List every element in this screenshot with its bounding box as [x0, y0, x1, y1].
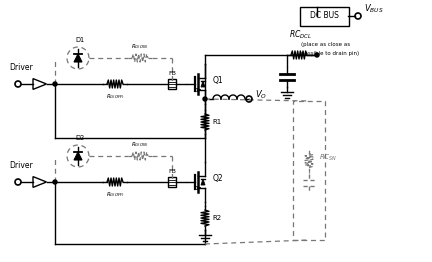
Polygon shape [201, 81, 205, 87]
Polygon shape [74, 152, 82, 160]
Text: (place as close as: (place as close as [301, 42, 350, 47]
Circle shape [53, 82, 57, 86]
Circle shape [53, 180, 57, 184]
Text: Driver: Driver [9, 63, 33, 72]
Text: D1: D1 [76, 37, 85, 43]
Text: Q2: Q2 [213, 173, 224, 183]
Text: $R_{G(OFF)}$: $R_{G(OFF)}$ [105, 93, 124, 101]
Text: $R_{G(ON)}$: $R_{G(ON)}$ [131, 43, 149, 51]
Text: FB: FB [168, 71, 176, 76]
Text: Q1: Q1 [213, 75, 224, 85]
Text: $R_{G(ON)}$: $R_{G(ON)}$ [131, 141, 149, 149]
Circle shape [315, 53, 319, 57]
Text: $RC_{SN}$: $RC_{SN}$ [319, 152, 337, 163]
Circle shape [203, 97, 207, 101]
Text: $V_O$: $V_O$ [255, 89, 267, 101]
Polygon shape [74, 54, 82, 62]
Text: $RC_{DCL}$: $RC_{DCL}$ [289, 29, 312, 41]
Text: FB: FB [168, 169, 176, 174]
Text: possible to drain pin): possible to drain pin) [301, 51, 359, 56]
Polygon shape [201, 179, 205, 185]
Text: Driver: Driver [9, 161, 33, 170]
Bar [168, 177, 176, 187]
Text: R1: R1 [212, 119, 221, 125]
Text: R2: R2 [212, 215, 221, 221]
Text: $V_{BUS}$: $V_{BUS}$ [364, 3, 384, 15]
Text: DC BUS: DC BUS [310, 12, 338, 20]
Text: D2: D2 [75, 135, 85, 141]
Bar [168, 79, 176, 89]
Text: $R_{G(OFF)}$: $R_{G(OFF)}$ [105, 191, 124, 199]
